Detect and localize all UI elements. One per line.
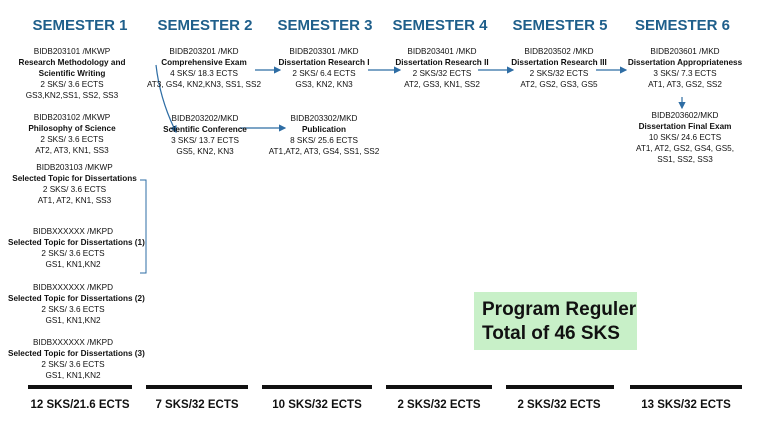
course-code: BIDB203201 /MKD (169, 47, 239, 56)
semester-3-total: 10 SKS/32 ECTS (272, 399, 362, 411)
course-name: Comprehensive Exam (161, 58, 247, 67)
course-code: BIDBXXXXXX /MKPD (32, 227, 114, 236)
course-scientific-conference: BIDB203202/MKD Scientific Conference 3 S… (150, 113, 260, 157)
course-outcomes: AT1, AT2, KN1, SS3 (37, 196, 112, 205)
course-dissertation-research-3: BIDB203502 /MKD Dissertation Research II… (505, 46, 613, 90)
course-research-methodology: BIDB203101 /MKWP Research Methodology an… (12, 46, 132, 101)
course-name: Research Methodology and (18, 58, 126, 67)
course-credits: 2 SKS/32 ECTS (412, 69, 472, 78)
course-name: Scientific Conference (163, 125, 247, 134)
course-name: Dissertation Research II (395, 58, 489, 67)
course-outcomes: GS1, KN1,KN2 (45, 260, 101, 269)
course-selected-topic-3: BIDBXXXXXX /MKPD Selected Topic for Diss… (8, 337, 145, 381)
semester1-bracket (140, 179, 147, 274)
course-code: BIDB203302/MKD (290, 114, 358, 123)
course-credits: 2 SKS/ 3.6 ECTS (41, 249, 105, 258)
course-credits: 3 SKS/ 13.7 ECTS (171, 136, 239, 145)
semester-2-total: 7 SKS/32 ECTS (155, 399, 239, 411)
course-code: BIDB203301 /MKD (289, 47, 359, 56)
semester-5-divider (506, 385, 614, 389)
course-name: Dissertation Research I (278, 58, 370, 67)
course-name: Dissertation Final Exam (638, 122, 732, 131)
course-dissertation-research-1: BIDB203301 /MKD Dissertation Research I … (268, 46, 380, 90)
course-code: BIDB203601 /MKD (650, 47, 720, 56)
semester-1-total: 12 SKS/21.6 ECTS (30, 399, 130, 411)
semester-5-title: SEMESTER 5 (512, 17, 608, 34)
program-name: Program Reguler (482, 299, 637, 320)
course-credits: 4 SKS/ 18.3 ECTS (170, 69, 238, 78)
course-outcomes: AT3, GS4, KN2,KN3, SS1, SS2 (146, 80, 262, 89)
semester-2-divider (146, 385, 248, 389)
semester-4-title: SEMESTER 4 (392, 17, 488, 34)
course-dissertation-final-exam: BIDB203602/MKD Dissertation Final Exam 1… (628, 110, 742, 165)
course-name: Selected Topic for Dissertations (12, 174, 137, 183)
course-dissertation-research-2: BIDB203401 /MKD Dissertation Research II… (388, 46, 496, 90)
course-outcomes: GS1, KN1,KN2 (45, 316, 101, 325)
course-selected-topic-1: BIDBXXXXXX /MKPD Selected Topic for Diss… (8, 226, 145, 270)
semester-3-title: SEMESTER 3 (277, 17, 373, 34)
semester-6-total: 13 SKS/32 ECTS (641, 399, 731, 411)
course-outcomes: AT2, GS3, KN1, SS2 (404, 80, 480, 89)
semester-3-divider (262, 385, 372, 389)
course-code: BIDB203602/MKD (651, 111, 719, 120)
course-credits: 2 SKS/32 ECTS (529, 69, 589, 78)
course-selected-topic: BIDB203103 /MKWP Selected Topic for Diss… (12, 162, 137, 206)
semester-6-divider (630, 385, 742, 389)
course-credits: 2 SKS/ 3.6 ECTS (41, 305, 105, 314)
course-credits: 2 SKS/ 3.6 ECTS (41, 360, 105, 369)
course-outcomes: GS3, KN2, KN3 (295, 80, 353, 89)
course-outcomes: AT1,AT2, AT3, GS4, SS1, SS2 (268, 147, 380, 156)
course-code: BIDB203202/MKD (171, 114, 239, 123)
course-name: Selected Topic for Dissertations (3) (8, 349, 145, 358)
course-name: Dissertation Research III (511, 58, 607, 67)
program-summary-box: Program Reguler Total of 46 SKS (474, 292, 637, 350)
course-outcomes: AT1, AT2, GS2, GS4, GS5, (636, 144, 734, 153)
course-outcomes: GS1, KN1,KN2 (45, 371, 101, 380)
course-code: BIDB203102 /MKWP (33, 113, 111, 122)
semester-1-divider (28, 385, 132, 389)
course-outcomes: AT2, AT3, KN1, SS3 (35, 146, 109, 155)
course-credits: 2 SKS/ 3.6 ECTS (42, 185, 107, 194)
semester-4-divider (386, 385, 492, 389)
course-outcomes: AT2, GS2, GS3, GS5 (520, 80, 598, 89)
course-selected-topic-2: BIDBXXXXXX /MKPD Selected Topic for Diss… (8, 282, 145, 326)
semester-2-title: SEMESTER 2 (157, 17, 253, 34)
course-publication: BIDB203302/MKD Publication 8 SKS/ 25.6 E… (266, 113, 382, 157)
course-name: Scientific Writing (38, 69, 106, 78)
course-credits: 2 SKS/ 6.4 ECTS (292, 69, 356, 78)
course-code: BIDB203103 /MKWP (36, 163, 113, 172)
course-outcomes: GS5, KN2, KN3 (176, 147, 234, 156)
program-total: Total of 46 SKS (482, 323, 620, 344)
course-name: Publication (301, 125, 347, 134)
course-name: Selected Topic for Dissertations (2) (8, 294, 145, 303)
course-credits: 8 SKS/ 25.6 ECTS (290, 136, 358, 145)
course-credits: 2 SKS/ 3.6 ECTS (40, 80, 104, 89)
course-dissertation-appropriateness: BIDB203601 /MKD Dissertation Appropriate… (626, 46, 744, 90)
semester-5-total: 2 SKS/32 ECTS (517, 399, 601, 411)
course-credits: 3 SKS/ 7.3 ECTS (653, 69, 717, 78)
course-credits: 10 SKS/ 24.6 ECTS (648, 133, 722, 142)
arrow-s2c1-to-s2c2 (155, 64, 177, 134)
course-code: BIDB203401 /MKD (407, 47, 477, 56)
course-credits: 2 SKS/ 3.6 ECTS (40, 135, 104, 144)
course-code: BIDB203101 /MKWP (33, 47, 111, 56)
course-name: Dissertation Appropriateness (627, 58, 743, 67)
semester-6-title: SEMESTER 6 (634, 17, 731, 34)
course-outcomes: SS1, SS2, SS3 (657, 155, 713, 164)
course-outcomes: GS3,KN2,SS1, SS2, SS3 (25, 91, 119, 100)
semester-1-title: SEMESTER 1 (32, 17, 128, 34)
course-philosophy-of-science: BIDB203102 /MKWP Philosophy of Science 2… (12, 112, 132, 156)
course-outcomes: AT1, AT3, GS2, SS2 (648, 80, 722, 89)
course-code: BIDBXXXXXX /MKPD (32, 283, 114, 292)
course-comprehensive-exam: BIDB203201 /MKD Comprehensive Exam 4 SKS… (143, 46, 265, 90)
course-code: BIDBXXXXXX /MKPD (32, 338, 114, 347)
course-name: Selected Topic for Dissertations (1) (8, 238, 145, 247)
course-name: Philosophy of Science (28, 124, 116, 133)
semester-4-total: 2 SKS/32 ECTS (397, 399, 481, 411)
course-code: BIDB203502 /MKD (524, 47, 594, 56)
